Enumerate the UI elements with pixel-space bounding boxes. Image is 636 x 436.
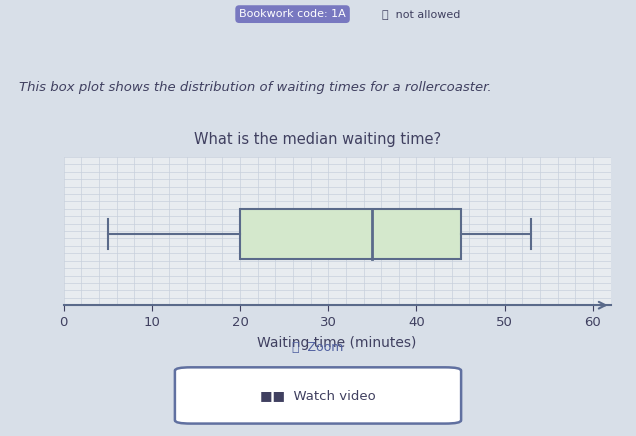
Text: This box plot shows the distribution of waiting times for a rollercoaster.: This box plot shows the distribution of …	[19, 81, 492, 94]
X-axis label: Waiting time (minutes): Waiting time (minutes)	[258, 336, 417, 350]
Text: ❌  not allowed: ❌ not allowed	[382, 9, 460, 19]
Bar	[240, 209, 460, 259]
Text: 🔍  Zoom: 🔍 Zoom	[293, 341, 343, 354]
Text: ■■  Watch video: ■■ Watch video	[260, 389, 376, 402]
Text: What is the median waiting time?: What is the median waiting time?	[195, 132, 441, 147]
FancyBboxPatch shape	[175, 367, 461, 424]
Text: Bookwork code: 1A: Bookwork code: 1A	[239, 9, 346, 19]
